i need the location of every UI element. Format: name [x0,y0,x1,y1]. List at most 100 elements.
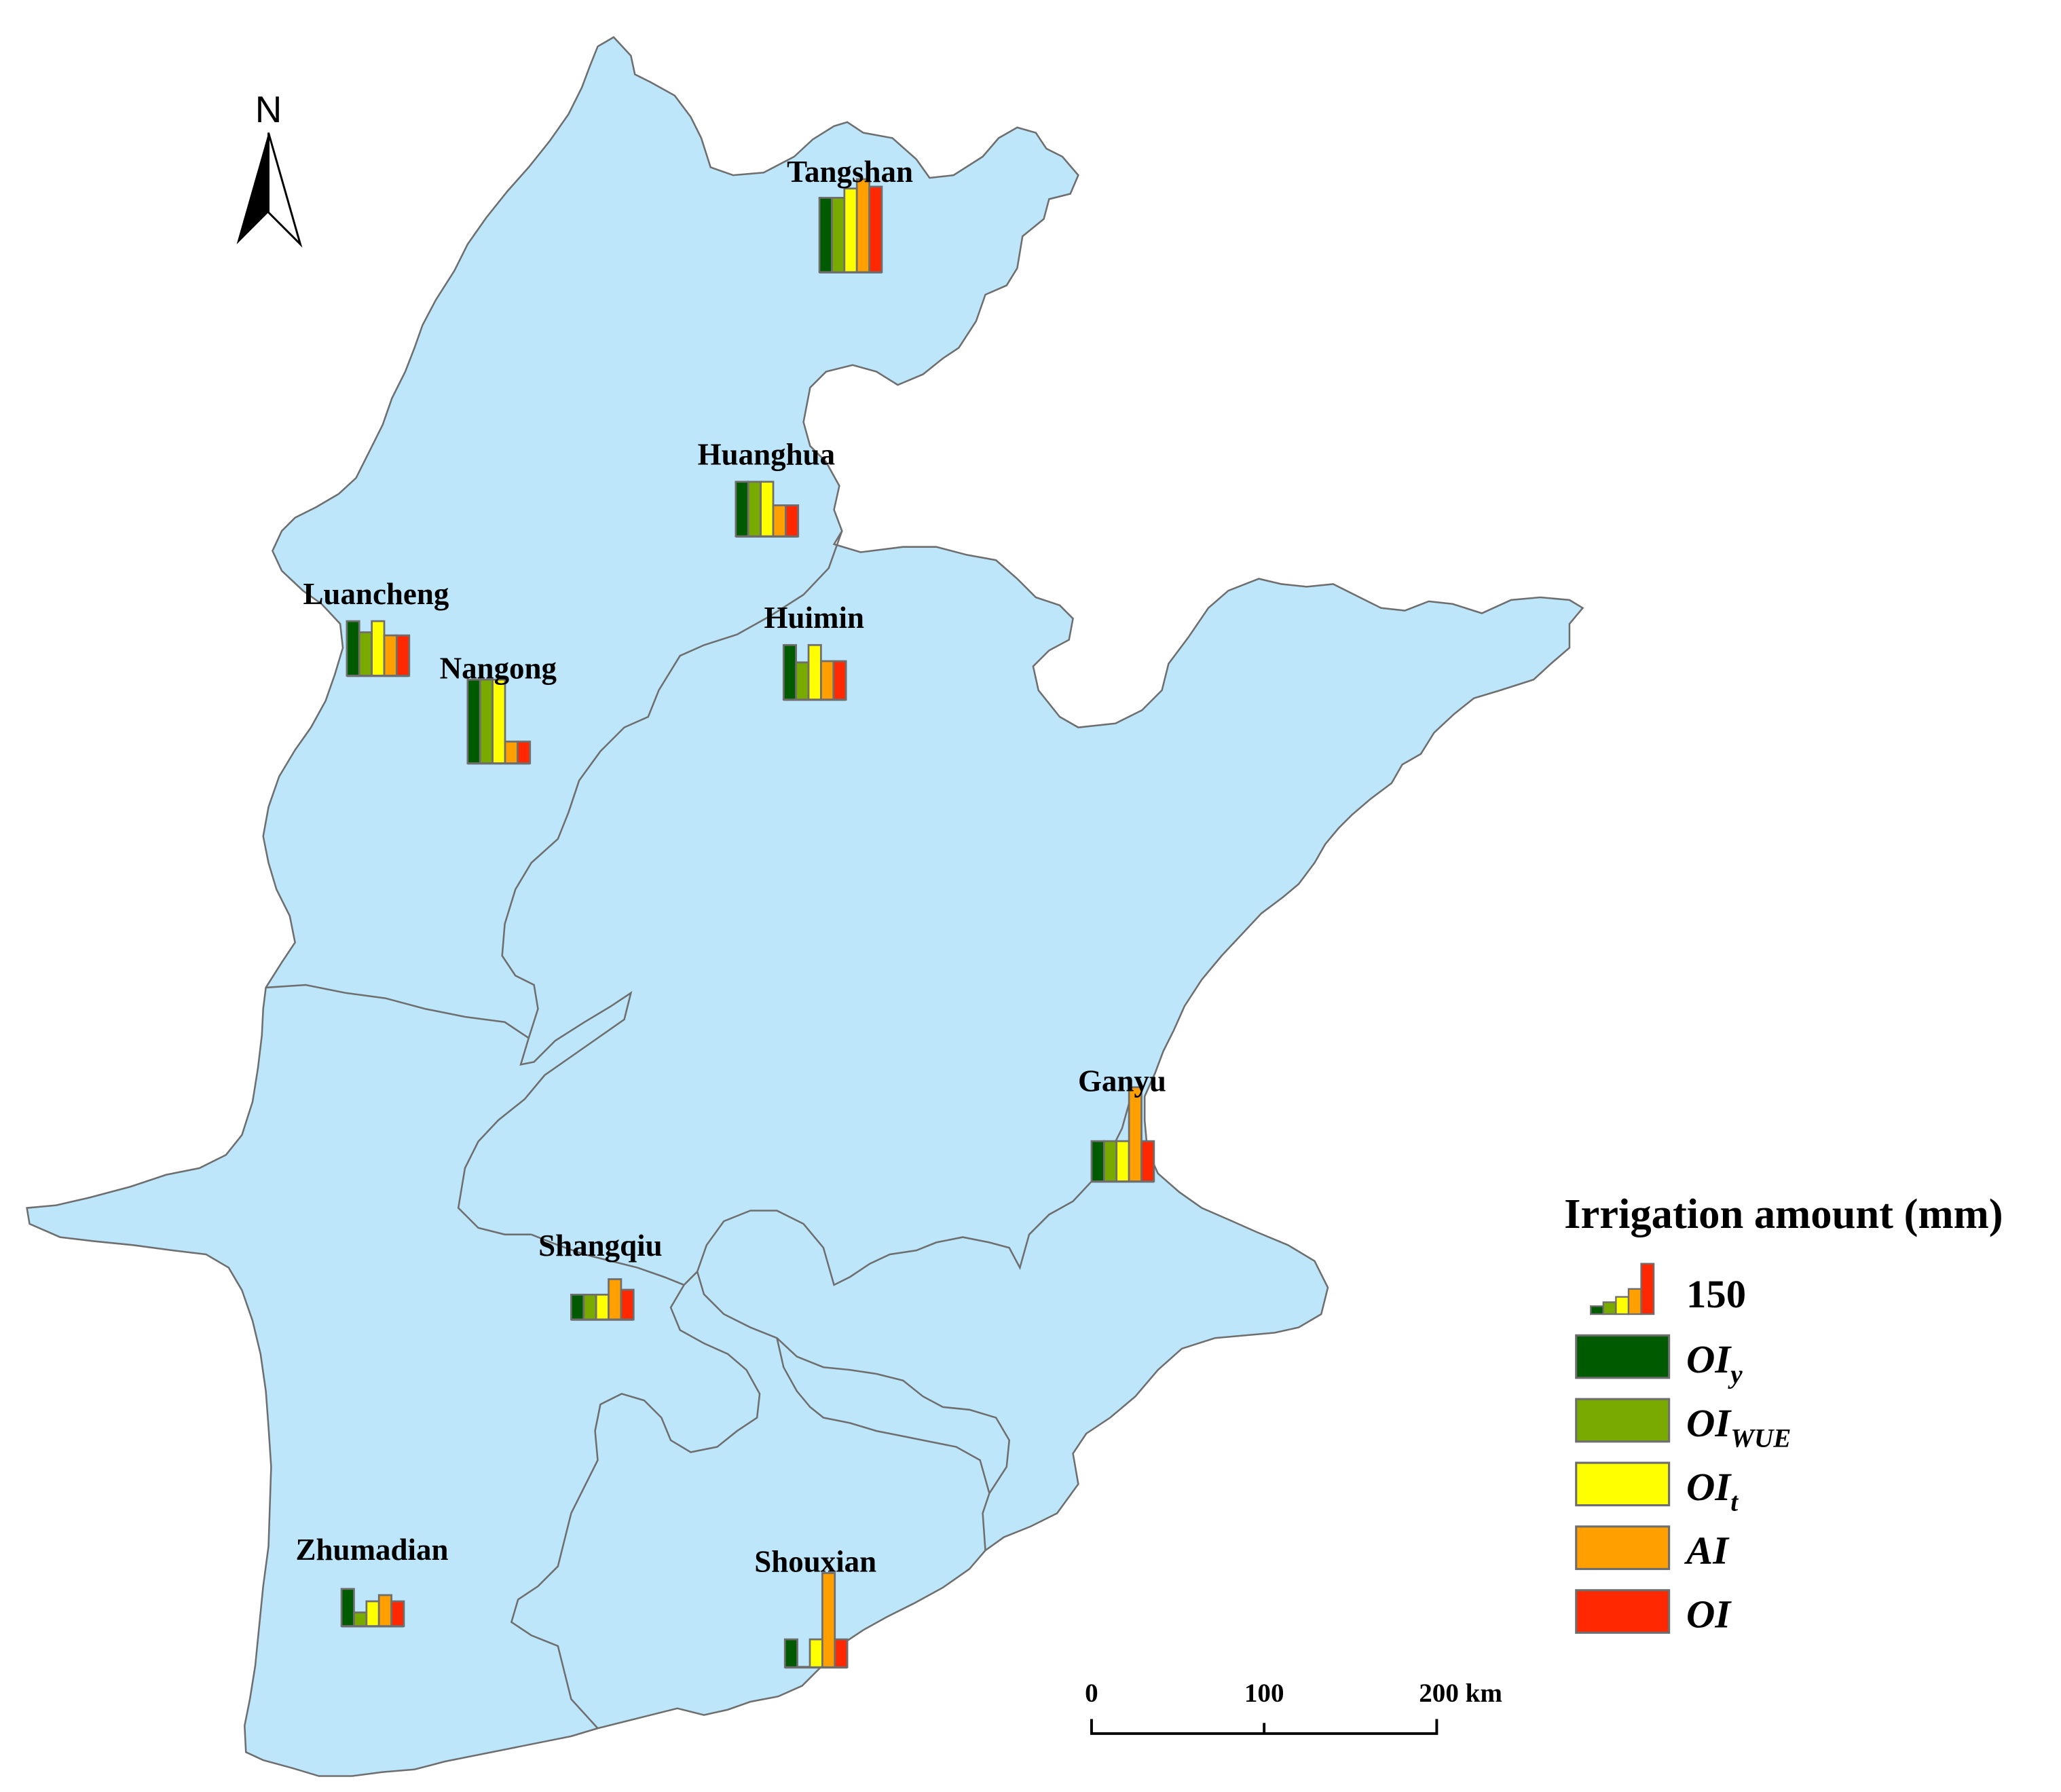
bar-oiwue [831,197,846,274]
bar-oi [834,1638,849,1668]
station-label: Huanghua [698,437,835,471]
bar-oiwue [747,481,762,538]
study-region-land [26,36,1584,1777]
province-borders [265,530,1143,1729]
legend-ref-bar-oiy [1590,1305,1604,1315]
legend-item-oit: OIt [1575,1461,1739,1517]
legend-swatch [1575,1461,1671,1507]
station-shangqiu: Shangqiu [538,1229,663,1321]
scale-tick-100: 100 [1244,1679,1284,1708]
legend: Irrigation amount (mm) 150 OIyOIWUEOItAI… [1564,1190,2003,1637]
bar-oiy [1090,1140,1105,1182]
bar-oit [365,1600,380,1627]
scale-tick-200: 200 km [1419,1679,1502,1708]
legend-label-sub: t [1730,1487,1739,1516]
bar-oiy [818,197,833,274]
bar-oit [843,187,858,274]
bar-ai [820,660,835,701]
station-label: Shouxian [754,1544,876,1578]
bar-oiwue [795,661,810,701]
north-arrow-left-half [236,132,269,244]
bar-oi [517,741,532,764]
legend-item-oi: OI [1575,1589,1732,1637]
station-label: Zhumadian [296,1533,449,1567]
station-huanghua: Huanghua [698,437,835,538]
station-ganyu: Ganyu [1078,1064,1166,1183]
bar-oiwue [358,631,373,677]
legend-label: AI [1684,1529,1730,1573]
bar-oiy [466,678,481,764]
legend-item-oiy: OIy [1575,1334,1743,1389]
bar-ai [377,1594,392,1627]
bar-oi [832,660,847,701]
bar-oiy [735,481,749,538]
station-tangshan: Tangshan [787,155,913,274]
legend-label: OIt [1686,1465,1739,1517]
legend-label: OI [1686,1592,1732,1637]
legend-swatch [1575,1589,1671,1634]
bar-oiwue [353,1611,368,1627]
legend-label: OIWUE [1686,1401,1791,1453]
station-label: Huimin [764,601,864,635]
bar-oi [785,504,800,538]
bar-ai [383,634,398,677]
bar-oit [595,1293,610,1321]
station-label: Luancheng [303,577,449,611]
legend-label-main: AI [1684,1529,1730,1573]
station-label: Nangong [440,651,557,685]
bar-oiy [346,620,360,677]
station-zhumadian: Zhumadian [296,1533,449,1628]
bar-oiwue [479,678,494,764]
legend-reference-icon [1590,1263,1655,1315]
legend-ref-bar-oi [1640,1263,1655,1315]
legend-label-main: OI [1686,1401,1732,1445]
legend-label: OIy [1686,1337,1743,1389]
bar-oit [807,643,822,701]
legend-swatch [1575,1525,1671,1571]
bar-ai [772,504,787,538]
legend-title: Irrigation amount (mm) [1564,1190,2003,1237]
legend-swatch [1575,1334,1671,1379]
bar-oi [620,1288,635,1321]
bar-oit [371,620,386,677]
scale-bar: 0 100 200 km [1085,1679,1502,1735]
station-label: Shangqiu [538,1229,663,1263]
bar-oiy [783,1638,798,1668]
station-charts: Tangshan Huanghua Luancheng Nangong Huimin Ga… [296,155,1166,1669]
legend-ref-bar-oiwue [1602,1301,1617,1315]
station-shouxian: Shouxian [754,1544,876,1669]
legend-ref-bar-oit [1615,1296,1630,1315]
bar-ai [608,1278,623,1321]
bar-ai [504,741,519,764]
legend-ref-bar-ai [1627,1288,1642,1315]
bar-oi [1140,1140,1155,1182]
station-huimin: Huimin [764,601,864,701]
north-arrow-label: N [255,88,282,130]
legend-item-oiwue: OIWUE [1575,1398,1791,1453]
bar-oit [491,678,506,764]
bar-oi [390,1600,405,1627]
bar-oi [396,634,411,677]
legend-label-sub: WUE [1730,1424,1791,1453]
station-label: Ganyu [1078,1064,1166,1098]
legend-reference-value: 150 [1686,1272,1746,1316]
scale-tick-0: 0 [1085,1679,1098,1708]
scale-bar-line [1090,1719,1438,1735]
bar-oit [760,481,775,538]
bar-oiy [340,1588,355,1627]
station-label: Tangshan [787,155,913,189]
bar-oiwue [1102,1140,1118,1182]
bar-oit [809,1638,823,1668]
north-arrow: N [236,88,303,248]
bar-ai [855,178,870,274]
legend-label-main: OI [1686,1465,1732,1509]
bar-ai [821,1572,836,1668]
north-arrow-right-half [267,132,303,248]
bar-oit [1115,1140,1130,1182]
bar-oiwue [582,1293,597,1321]
legend-label-main: OI [1686,1592,1732,1637]
legend-label-main: OI [1686,1337,1732,1381]
station-nangong: Nangong [440,651,557,765]
